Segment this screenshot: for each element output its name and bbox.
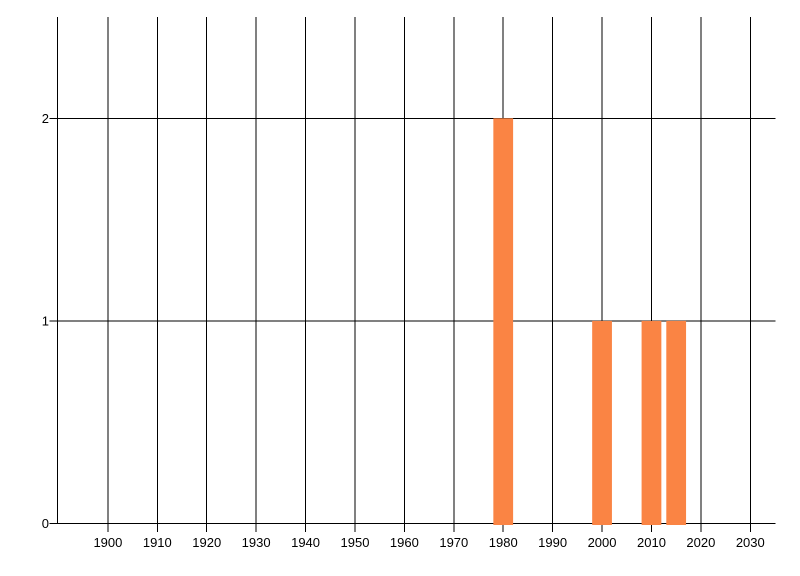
x-tick-label: 1940 (291, 535, 320, 550)
x-tick-label: 2020 (686, 535, 715, 550)
x-tick-label: 1970 (439, 535, 468, 550)
bar-2015 (666, 320, 687, 525)
x-tick-label: 1900 (93, 535, 122, 550)
y-tick-label: 1 (42, 313, 49, 328)
x-tick-label: 1960 (390, 535, 419, 550)
bar-2000 (592, 320, 612, 525)
x-tick-label: 1920 (192, 535, 221, 550)
x-tick-label: 1930 (242, 535, 271, 550)
bar-2010 (641, 320, 662, 525)
y-tick-label: 0 (42, 516, 49, 531)
bar-1980 (493, 118, 514, 526)
x-tick-label: 2010 (637, 535, 666, 550)
x-tick-label: 1980 (489, 535, 518, 550)
x-tick-label: 1910 (143, 535, 172, 550)
x-tick-label: 1990 (538, 535, 567, 550)
x-tick-label: 1950 (341, 535, 370, 550)
x-tick-label: 2000 (588, 535, 617, 550)
y-tick-label: 2 (42, 111, 49, 126)
x-tick-label: 2030 (736, 535, 765, 550)
